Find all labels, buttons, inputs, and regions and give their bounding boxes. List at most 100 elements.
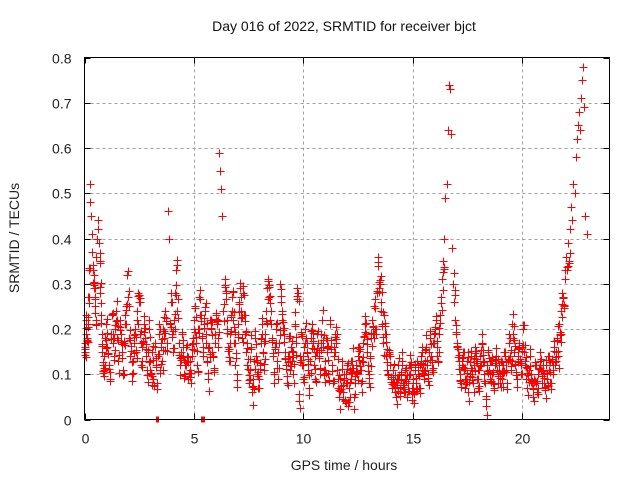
data-point [525, 366, 534, 375]
data-point [583, 230, 592, 239]
data-point [266, 316, 275, 325]
data-point [90, 271, 99, 280]
data-point [277, 298, 286, 307]
data-point [94, 216, 103, 225]
data-point [273, 357, 282, 366]
data-point [575, 108, 584, 117]
data-point [253, 370, 262, 379]
data-point [368, 316, 377, 325]
data-point [305, 371, 314, 380]
data-point [340, 374, 349, 383]
data-point [361, 312, 370, 321]
data-point [424, 370, 433, 379]
x-tick-label: 5 [191, 431, 199, 447]
data-point [143, 371, 152, 380]
data-point [451, 316, 460, 325]
data-point [492, 344, 501, 353]
data-point [168, 298, 177, 307]
data-point [407, 358, 416, 367]
data-point [482, 395, 491, 404]
data-point [221, 283, 230, 292]
data-point [577, 94, 586, 103]
data-point [201, 303, 210, 312]
data-point [104, 349, 113, 358]
data-point [377, 298, 386, 307]
data-point [147, 370, 156, 379]
data-point [119, 371, 128, 380]
data-point [92, 253, 101, 262]
data-point [98, 340, 107, 349]
data-point [408, 389, 417, 398]
data-point [324, 356, 333, 365]
data-point [191, 304, 200, 313]
data-point [571, 189, 580, 198]
data-point [536, 348, 545, 357]
data-point [163, 347, 172, 356]
data-point [350, 405, 359, 414]
data-point [322, 334, 331, 343]
data-point [204, 344, 213, 353]
data-point [428, 366, 437, 375]
data-point [429, 368, 438, 377]
data-point [100, 372, 109, 381]
data-point [374, 258, 383, 267]
data-point [199, 348, 208, 357]
data-point [142, 340, 151, 349]
data-point [322, 369, 331, 378]
data-point [86, 180, 95, 189]
x-tick-label: 20 [515, 431, 531, 447]
data-point [490, 380, 499, 389]
data-point [331, 348, 340, 357]
data-point [357, 366, 366, 375]
data-point [174, 295, 183, 304]
data-point [275, 364, 284, 373]
data-point [522, 353, 531, 362]
data-point [475, 366, 484, 375]
data-point [452, 330, 461, 339]
data-point [110, 356, 119, 365]
data-point [215, 328, 224, 337]
data-point [295, 297, 304, 306]
data-point [366, 383, 375, 392]
data-point [472, 347, 481, 356]
x-tick-label: 0 [82, 431, 90, 447]
data-point [431, 323, 440, 332]
data-point [260, 339, 269, 348]
data-point [297, 356, 306, 365]
data-point [137, 339, 146, 348]
data-point [526, 352, 535, 361]
data-point [84, 338, 93, 347]
data-point [518, 370, 527, 379]
data-point [307, 369, 316, 378]
data-point [435, 348, 444, 357]
data-point [179, 336, 188, 345]
data-point [272, 320, 281, 329]
data-point [349, 344, 358, 353]
data-point [497, 357, 506, 366]
data-point [91, 295, 100, 304]
data-point [530, 397, 539, 406]
data-point [284, 381, 293, 390]
data-point [514, 345, 523, 354]
data-point [566, 225, 575, 234]
data-point [564, 239, 573, 248]
data-point [332, 323, 341, 332]
data-point [266, 299, 275, 308]
data-point [198, 332, 207, 341]
data-point [160, 334, 169, 343]
data-point [558, 313, 567, 322]
data-point [345, 384, 354, 393]
data-point [213, 317, 222, 326]
data-point [146, 333, 155, 342]
data-point [437, 293, 446, 302]
data-point [372, 325, 381, 334]
data-point [355, 347, 364, 356]
data-point [404, 379, 413, 388]
data-point [398, 348, 407, 357]
data-point [133, 354, 142, 363]
data-point [126, 326, 135, 335]
data-point [339, 388, 348, 397]
data-point [225, 353, 234, 362]
data-point [171, 289, 180, 298]
data-point [188, 352, 197, 361]
